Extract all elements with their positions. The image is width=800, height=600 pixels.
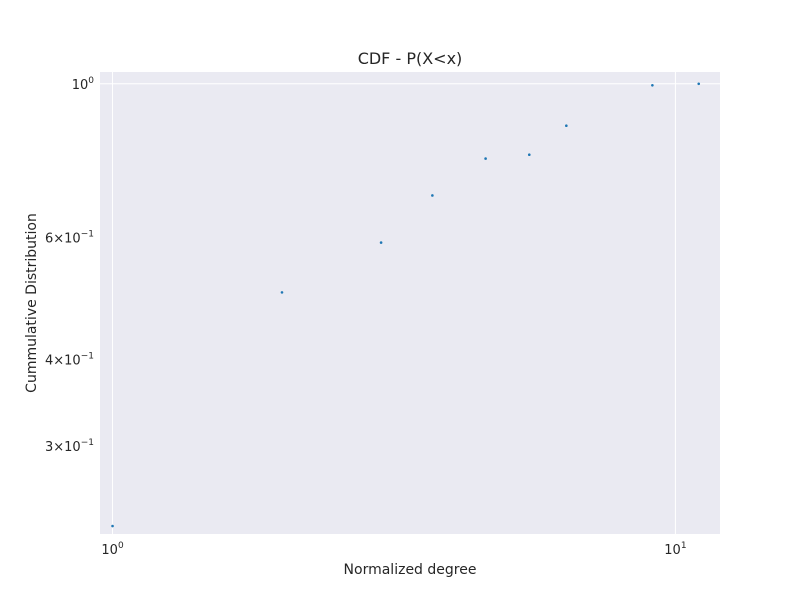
data-point [379, 241, 383, 244]
y-tick-labels: 3×10−1 4×10−1 6×10−1 100 [45, 76, 94, 455]
chart-title: CDF - P(X<x) [358, 49, 463, 68]
data-point [697, 82, 701, 86]
points-layer [111, 82, 701, 528]
y-tick-label: 100 [72, 76, 95, 93]
x-tick-labels: 100 101 [101, 541, 686, 558]
data-point [651, 84, 654, 87]
data-point [527, 153, 531, 157]
data-point [280, 291, 284, 294]
y-tick-label: 4×10−1 [45, 352, 94, 369]
data-point [111, 524, 114, 528]
grid-layer [100, 72, 720, 534]
x-axis-label: Normalized degree [344, 562, 477, 578]
plot-area [100, 72, 720, 534]
data-point [431, 194, 434, 197]
y-tick-label: 3×10−1 [45, 438, 94, 455]
data-point [484, 157, 487, 160]
x-tick-label: 101 [664, 541, 686, 558]
x-tick-label: 100 [101, 541, 124, 558]
y-tick-label: 6×10−1 [45, 230, 94, 247]
data-point [565, 124, 568, 128]
y-axis-label: Cummulative Distribution [24, 213, 40, 393]
